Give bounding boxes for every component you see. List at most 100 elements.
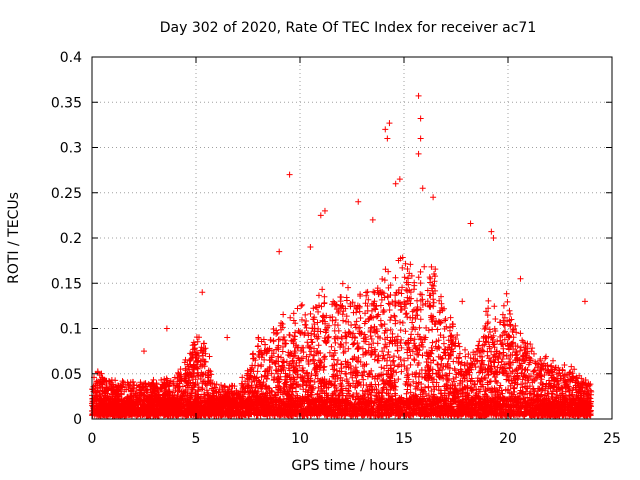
data-point — [517, 344, 524, 351]
data-point — [381, 365, 388, 372]
data-point — [366, 371, 373, 378]
data-point — [491, 344, 498, 351]
data-point — [428, 344, 435, 351]
data-point — [471, 380, 478, 387]
data-point — [285, 391, 292, 398]
data-point — [422, 384, 429, 391]
data-point — [294, 367, 301, 374]
data-point — [193, 334, 200, 341]
data-point — [435, 337, 442, 344]
data-point — [370, 288, 377, 295]
data-point — [278, 319, 285, 326]
data-point — [333, 361, 340, 368]
data-point — [391, 313, 398, 320]
data-point — [401, 305, 408, 312]
data-point — [411, 336, 418, 343]
data-point — [417, 316, 424, 323]
data-point — [411, 357, 418, 364]
data-point — [484, 312, 491, 319]
data-point — [313, 304, 320, 311]
data-point — [394, 333, 401, 340]
data-point — [303, 318, 310, 325]
data-point — [501, 314, 508, 321]
data-point — [323, 339, 330, 346]
data-point — [421, 263, 428, 270]
data-point — [472, 381, 479, 388]
data-point — [331, 327, 338, 334]
data-point — [506, 307, 513, 314]
data-point — [377, 302, 384, 309]
data-point — [375, 352, 382, 359]
data-point — [364, 288, 371, 295]
data-point — [407, 361, 414, 368]
data-point — [417, 291, 424, 298]
data-point — [501, 336, 508, 343]
data-point — [433, 370, 440, 377]
data-point — [412, 386, 419, 393]
data-point — [456, 350, 463, 357]
data-point — [282, 370, 289, 377]
data-point — [325, 384, 332, 391]
data-point — [432, 273, 439, 280]
data-point — [368, 300, 375, 307]
data-point — [507, 310, 514, 317]
data-point — [499, 355, 506, 362]
data-point — [483, 308, 490, 315]
data-point — [345, 345, 352, 352]
data-point — [319, 286, 326, 293]
data-point — [489, 388, 496, 395]
data-point — [379, 289, 386, 296]
data-point — [476, 338, 483, 345]
data-point — [389, 334, 396, 341]
data-point — [250, 350, 257, 357]
data-point — [389, 358, 396, 365]
data-point — [298, 302, 305, 309]
data-point — [429, 326, 436, 333]
data-point — [398, 344, 405, 351]
data-point — [315, 342, 322, 349]
data-point — [395, 376, 402, 383]
data-point — [482, 338, 489, 345]
data-point — [337, 294, 344, 301]
data-point — [332, 339, 339, 346]
data-point — [268, 370, 275, 377]
data-point — [387, 317, 394, 324]
data-point — [424, 287, 431, 294]
data-point — [130, 382, 137, 389]
data-point — [257, 363, 264, 370]
data-point — [276, 383, 283, 390]
data-point — [423, 349, 430, 356]
data-point — [383, 362, 390, 369]
data-point — [431, 376, 438, 383]
data-point — [500, 302, 507, 309]
data-point — [290, 317, 297, 324]
data-point — [310, 305, 317, 312]
data-point — [194, 338, 201, 345]
data-point — [397, 340, 404, 347]
data-point — [503, 290, 510, 297]
data-point — [265, 384, 272, 391]
data-point — [349, 299, 356, 306]
data-point — [480, 376, 487, 383]
data-point — [340, 349, 347, 356]
data-point — [389, 299, 396, 306]
data-point — [411, 356, 418, 363]
data-point — [355, 358, 362, 365]
data-point — [415, 274, 422, 281]
data-point — [195, 384, 202, 391]
data-point — [158, 377, 165, 384]
data-point — [491, 351, 498, 358]
data-point — [355, 324, 362, 331]
data-point — [394, 363, 401, 370]
data-point — [442, 315, 449, 322]
data-point — [380, 307, 387, 314]
data-point — [422, 390, 429, 397]
data-point — [406, 270, 413, 277]
data-point — [378, 364, 385, 371]
data-point — [569, 373, 576, 380]
data-point — [402, 328, 409, 335]
data-point — [485, 319, 492, 326]
data-point — [346, 329, 353, 336]
data-point — [378, 296, 385, 303]
